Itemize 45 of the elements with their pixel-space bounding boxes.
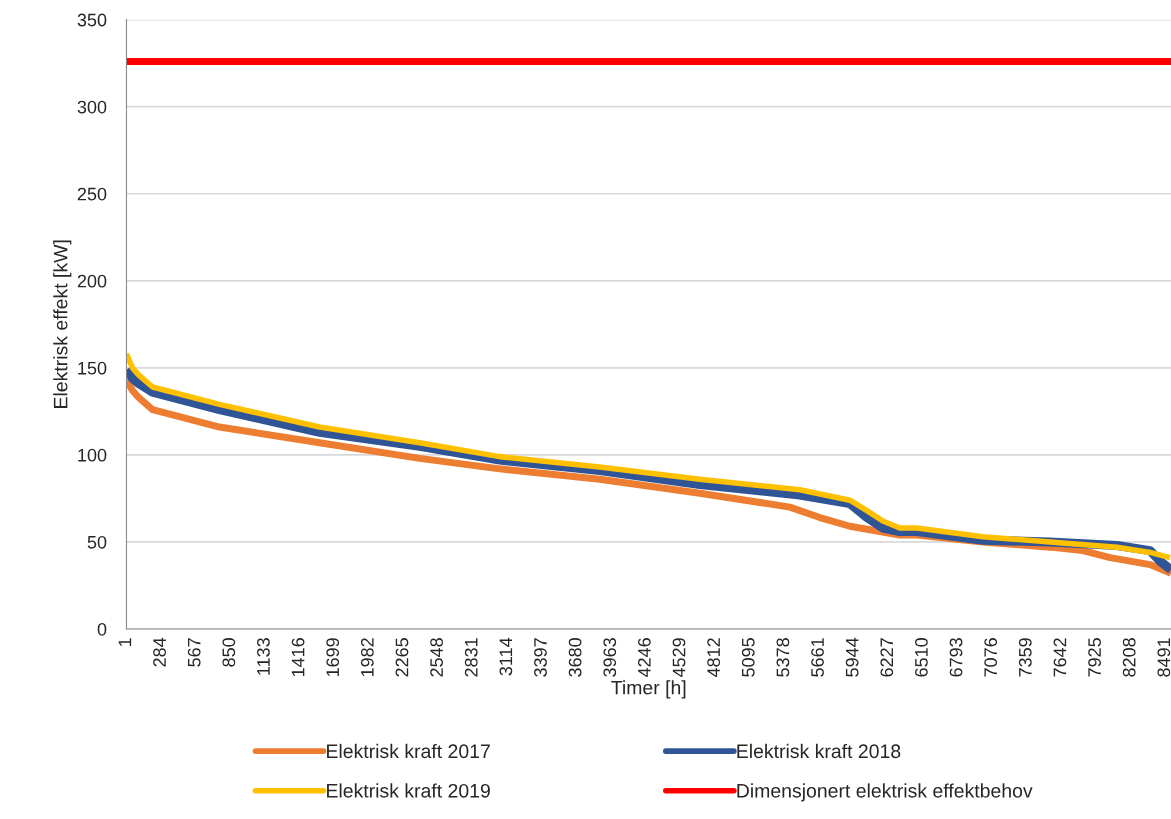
y-tick-label: 300 bbox=[77, 100, 107, 114]
y-axis-title: Elektrisk effekt [kW] bbox=[53, 240, 72, 408]
x-tick-label: 1 bbox=[118, 638, 132, 646]
x-tick-label: 284 bbox=[153, 637, 166, 667]
x-tick-label: 6793 bbox=[949, 638, 963, 677]
x-tick-label: 1133 bbox=[257, 638, 270, 675]
y-tick-label: 350 bbox=[77, 13, 107, 27]
x-tick-label: 2548 bbox=[430, 638, 443, 677]
x-tick-label: 3397 bbox=[534, 638, 547, 677]
x-tick-label: 2831 bbox=[464, 638, 478, 677]
x-tick-label: 1416 bbox=[291, 638, 305, 677]
y-tick-label: 50 bbox=[87, 535, 107, 549]
legend-label: Elektrisk kraft 2019 bbox=[327, 783, 490, 798]
x-tick-label: 1699 bbox=[326, 638, 340, 677]
x-tick-label: 5095 bbox=[741, 638, 755, 677]
y-tick-label: 250 bbox=[77, 187, 107, 201]
y-tick-label: 100 bbox=[78, 448, 107, 462]
x-tick-label: 5378 bbox=[776, 638, 790, 677]
y-tick-label: 200 bbox=[77, 274, 107, 288]
x-tick-label: 567 bbox=[187, 638, 201, 667]
legend-label: Dimensjonert elektrisk effektbehov bbox=[737, 783, 1033, 802]
x-tick-label: 5944 bbox=[845, 637, 859, 677]
x-tick-label: 4529 bbox=[672, 638, 686, 678]
x-tick-label: 1982 bbox=[360, 638, 374, 677]
x-tick-label: 6227 bbox=[880, 638, 894, 677]
x-tick-label: 7076 bbox=[984, 638, 998, 677]
x-tick-label: 4246 bbox=[637, 638, 651, 678]
y-tick-label: 150 bbox=[78, 361, 107, 375]
x-tick-label: 8491 bbox=[1157, 638, 1171, 677]
x-tick-label: 4812 bbox=[707, 638, 721, 678]
y-tick-label: 0 bbox=[97, 622, 107, 636]
legend-label: Elektrisk kraft 2017 bbox=[327, 743, 490, 759]
x-tick-label: 2265 bbox=[395, 638, 409, 677]
legend-label: Elektrisk kraft 2018 bbox=[737, 743, 901, 759]
x-axis-title: Timer [h] bbox=[611, 680, 686, 699]
x-tick-label: 3114 bbox=[499, 637, 513, 676]
x-tick-label: 6510 bbox=[915, 638, 928, 677]
x-tick-label: 3963 bbox=[603, 638, 617, 677]
x-tick-label: 5661 bbox=[811, 638, 824, 677]
x-tick-label: 8208 bbox=[1122, 638, 1136, 677]
x-tick-label: 850 bbox=[222, 638, 236, 667]
x-tick-label: 7925 bbox=[1088, 638, 1101, 677]
x-tick-label: 7642 bbox=[1053, 638, 1067, 677]
x-tick-label: 7359 bbox=[1018, 638, 1032, 677]
x-tick-label: 3680 bbox=[568, 638, 582, 677]
